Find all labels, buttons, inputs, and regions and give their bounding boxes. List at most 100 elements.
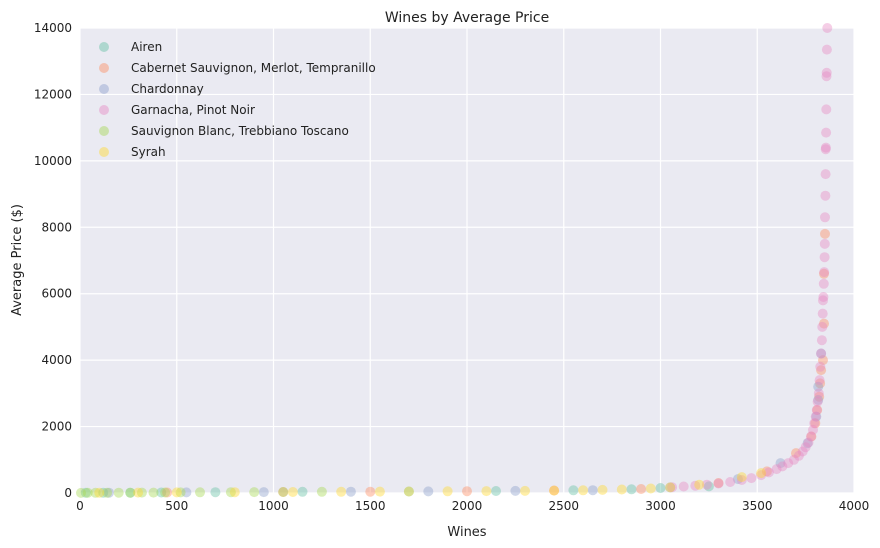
data-point-2	[806, 431, 817, 442]
legend: Airen Cabernet Sauvignon, Merlot, Tempran…	[99, 40, 376, 159]
data-point-4	[725, 477, 736, 487]
data-point-3	[258, 487, 269, 498]
data-point-1	[98, 487, 109, 498]
data-point-3	[732, 474, 743, 485]
y-tick-label: 14000	[34, 21, 72, 35]
data-point-4	[819, 238, 830, 249]
data-point-4	[808, 424, 818, 435]
legend-marker	[99, 42, 109, 52]
data-point-5	[278, 487, 289, 497]
data-point-4	[822, 23, 833, 33]
y-axis-title: Average Price ($)	[10, 204, 25, 316]
data-point-6	[229, 487, 240, 498]
y-tick-label: 12000	[34, 87, 72, 101]
chart-title: Wines by Average Price	[385, 10, 549, 26]
data-point-4	[812, 396, 823, 407]
data-point-2	[636, 484, 647, 494]
data-points	[76, 23, 833, 498]
legend-label: Syrah	[131, 145, 166, 159]
data-point-3	[345, 486, 356, 497]
data-point-4	[819, 267, 830, 278]
data-point-4	[816, 335, 827, 346]
data-point-4	[713, 478, 724, 489]
y-tick-label: 10000	[34, 154, 72, 168]
legend-marker	[99, 63, 109, 73]
data-point-6	[403, 486, 414, 497]
data-point-5	[113, 487, 124, 498]
data-point-4	[667, 482, 678, 493]
y-tick-label: 6000	[41, 287, 72, 301]
data-point-2	[549, 485, 560, 496]
legend-label: Garnacha, Pinot Noir	[131, 103, 255, 117]
data-point-6	[133, 487, 144, 498]
data-point-1	[297, 486, 308, 497]
legend-marker	[99, 147, 109, 157]
grid-lines	[79, 27, 855, 494]
data-point-6	[578, 485, 589, 496]
data-point-2	[818, 355, 828, 366]
x-tick-label: 3500	[742, 499, 773, 513]
data-point-3	[813, 381, 824, 392]
data-point-3	[813, 395, 824, 405]
data-point-5	[160, 487, 171, 498]
data-point-4	[818, 278, 829, 289]
data-point-1	[655, 483, 666, 493]
data-point-4	[820, 142, 831, 153]
data-point-2	[819, 318, 829, 329]
data-point-3	[811, 411, 822, 422]
legend-label: Chardonnay	[131, 82, 204, 96]
x-tick-label: 0	[76, 499, 84, 513]
data-point-6	[756, 468, 767, 479]
x-axis-title: Wines	[447, 525, 486, 540]
x-tick-label: 2000	[452, 499, 483, 513]
data-point-5	[90, 487, 101, 498]
data-point-4	[817, 321, 828, 332]
data-point-6	[171, 487, 182, 498]
data-point-5	[102, 487, 113, 498]
data-point-4	[797, 446, 808, 457]
data-point-6	[665, 482, 676, 493]
data-point-4	[777, 461, 788, 472]
data-point-4	[783, 458, 794, 469]
data-point-6	[94, 487, 105, 498]
data-point-4	[690, 480, 701, 491]
legend-marker	[99, 84, 109, 94]
data-point-1	[403, 486, 414, 497]
data-point-4	[821, 67, 832, 78]
x-tick-label: 1000	[258, 499, 289, 513]
data-point-3	[587, 485, 598, 496]
data-point-4	[701, 479, 712, 490]
data-point-3	[816, 348, 827, 359]
data-point-5	[136, 487, 147, 498]
data-point-2	[815, 378, 826, 389]
y-tick-label: 8000	[41, 220, 72, 234]
data-point-6	[442, 486, 453, 497]
legend-label: Sauvignon Blanc, Trebbiano Toscano	[131, 124, 349, 138]
data-point-5	[82, 487, 93, 498]
data-point-4	[803, 437, 814, 448]
data-point-4	[811, 405, 822, 415]
legend-marker	[99, 126, 109, 136]
data-point-3	[181, 487, 192, 498]
data-point-4	[815, 361, 826, 372]
data-point-4	[746, 473, 757, 484]
data-point-2	[162, 487, 173, 498]
data-point-5	[125, 487, 136, 498]
data-point-4	[821, 71, 832, 82]
legend-marker	[99, 105, 109, 115]
data-point-6	[336, 486, 347, 497]
data-point-2	[713, 478, 724, 488]
data-point-3	[423, 486, 434, 497]
data-point-4	[793, 450, 804, 461]
data-point-3	[665, 482, 676, 493]
data-point-4	[771, 464, 782, 475]
data-point-1	[156, 487, 167, 498]
data-point-2	[810, 418, 821, 429]
data-point-1	[80, 487, 91, 498]
data-point-5	[76, 487, 86, 498]
data-point-6	[287, 487, 298, 497]
data-point-4	[820, 144, 831, 155]
data-point-4	[814, 375, 825, 386]
y-tick-label: 2000	[41, 420, 72, 434]
